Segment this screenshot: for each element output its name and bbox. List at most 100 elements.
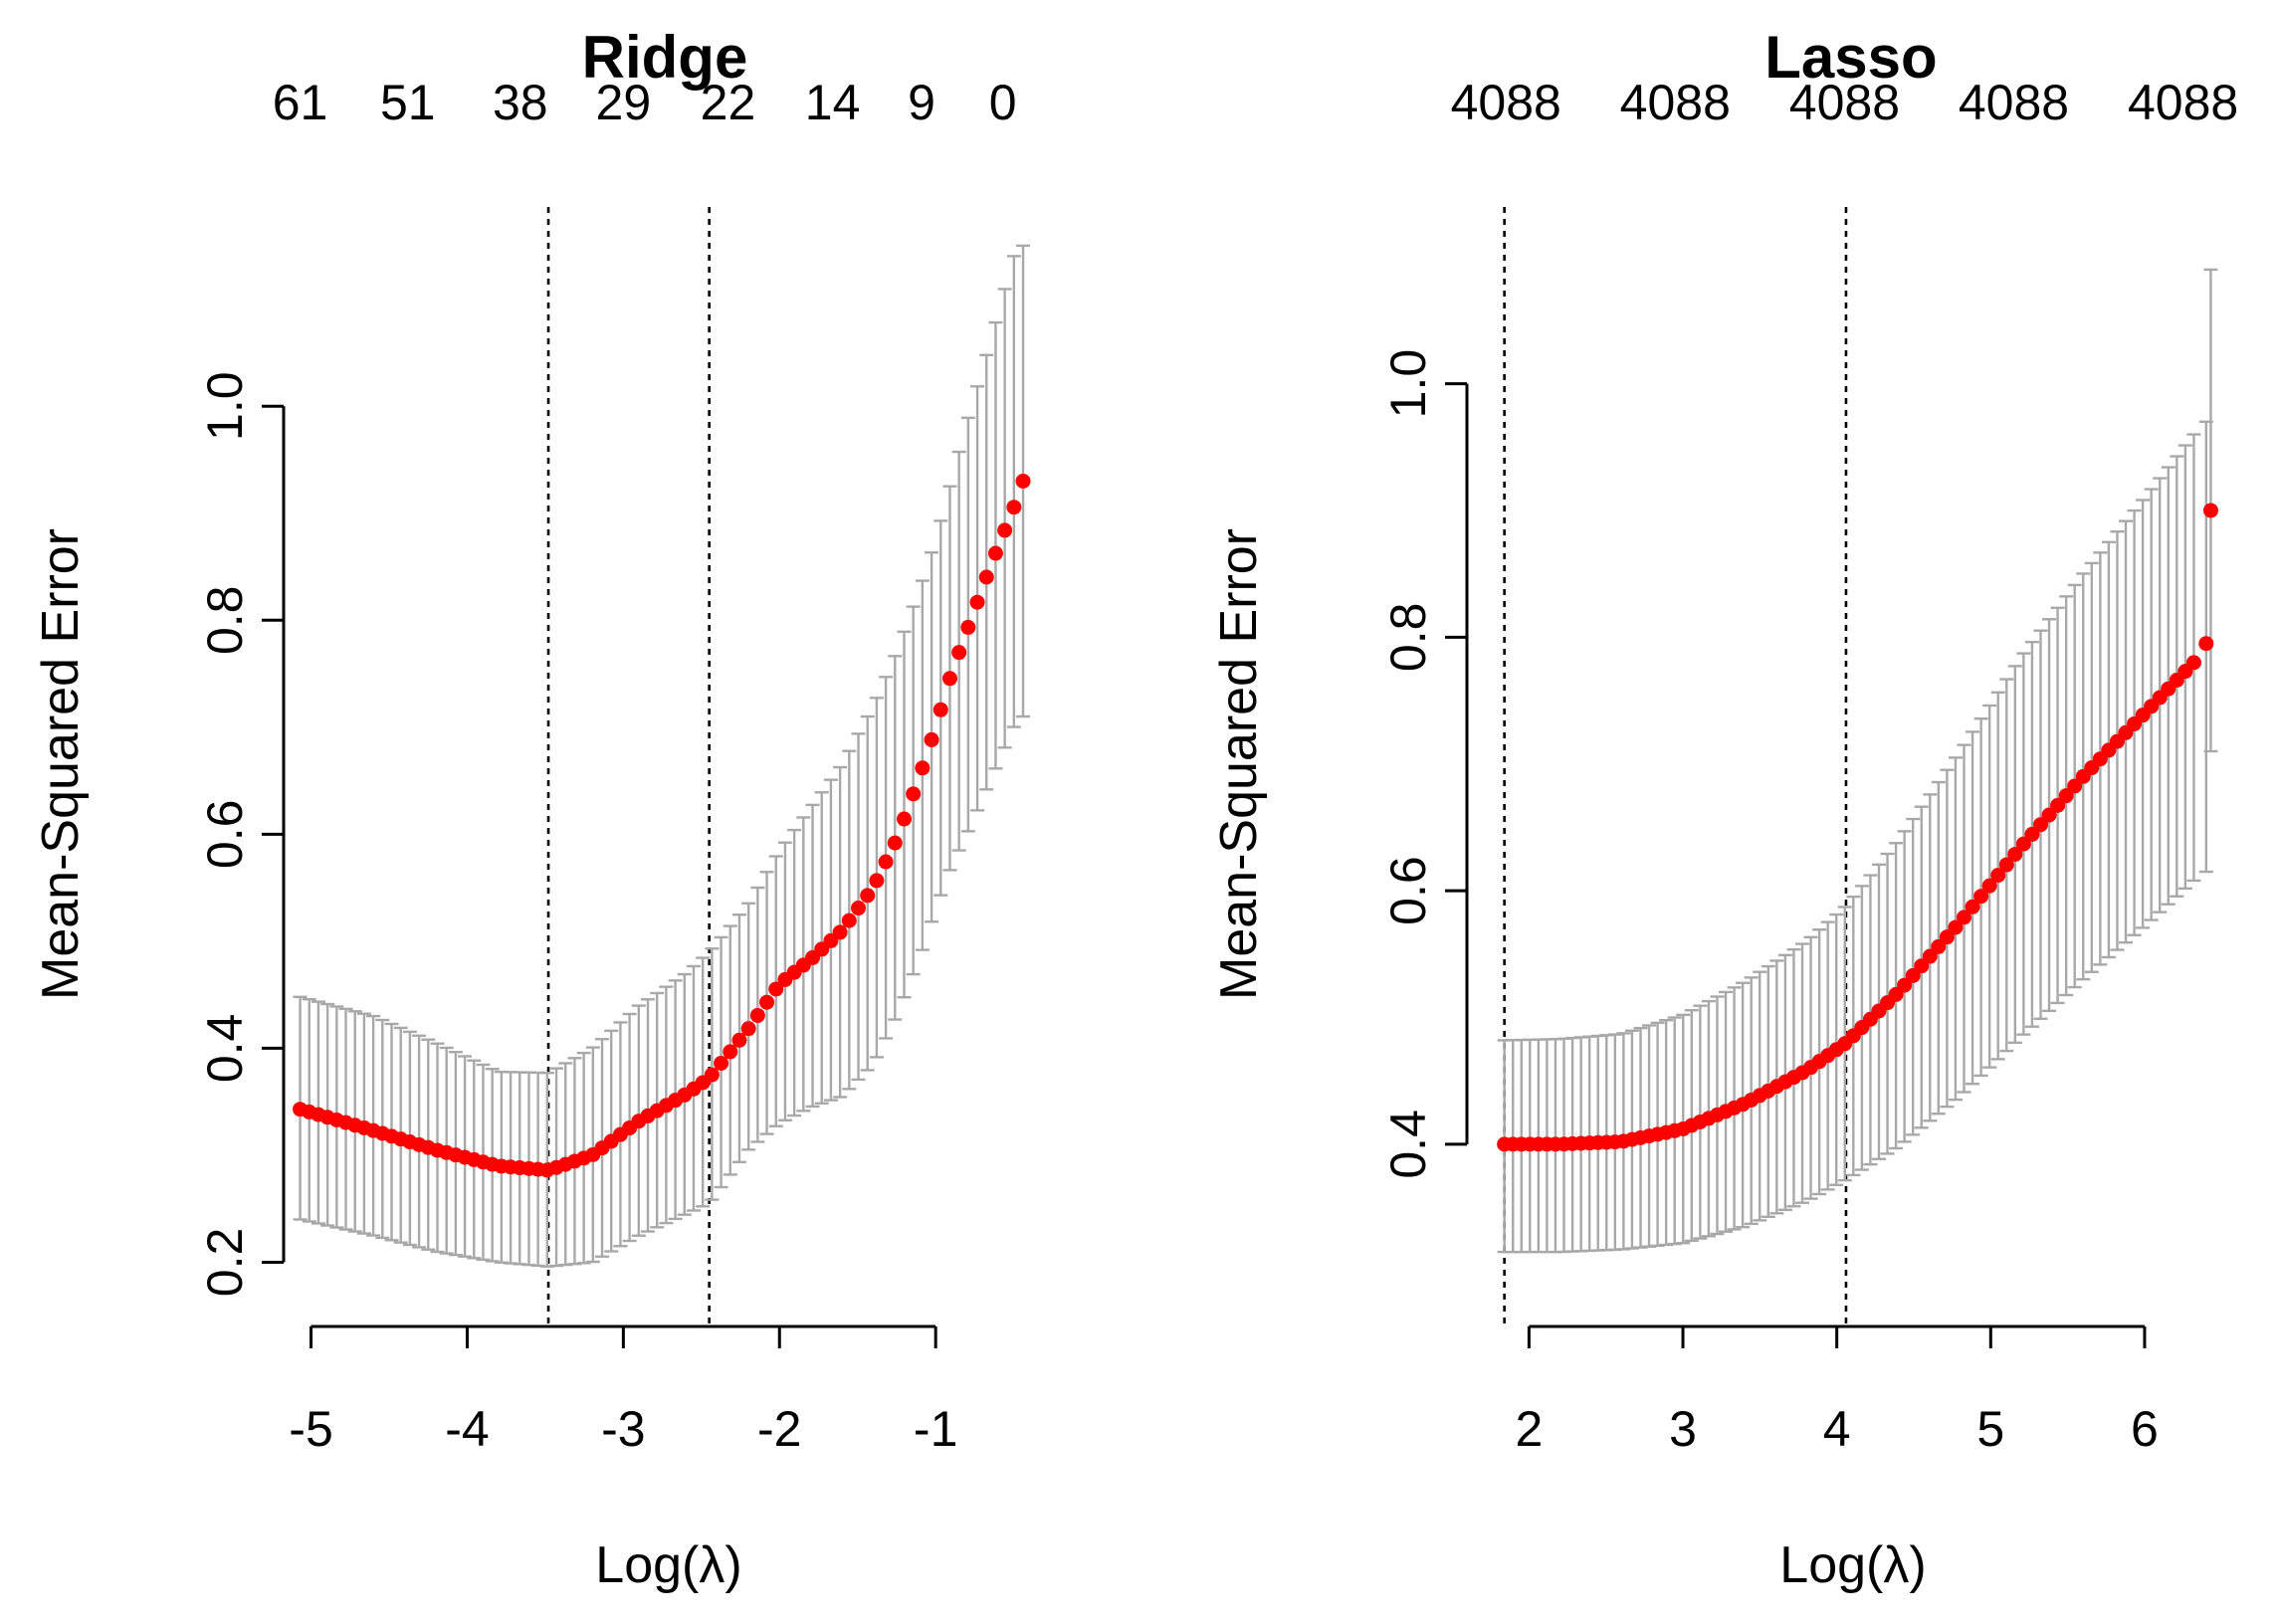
ridge-x-tick-label: -4 bbox=[445, 1401, 489, 1457]
lasso-top-label: 4088 bbox=[1959, 75, 2069, 130]
lasso-panel: Lasso 4088 4088 4088 4088 4088 0.40.60.81.0 … bbox=[1210, 24, 2238, 1594]
ridge-ylabel: Mean-Squared Error bbox=[32, 528, 90, 1000]
lasso-y-tick-label: 0.6 bbox=[1380, 856, 1436, 925]
lasso-x-tick-label: 3 bbox=[1669, 1401, 1697, 1457]
ridge-title: Ridge bbox=[582, 24, 748, 91]
lasso-point bbox=[2067, 778, 2083, 794]
ridge-point bbox=[1006, 500, 1022, 515]
ridge-xlabel: Log(λ) bbox=[595, 1536, 741, 1594]
ridge-top-label: 22 bbox=[701, 75, 756, 130]
ridge-point bbox=[704, 1067, 720, 1083]
ridge-point bbox=[832, 924, 848, 940]
ridge-top-label: 14 bbox=[805, 75, 861, 130]
ridge-point bbox=[951, 645, 967, 661]
ridge-x-tick-label: -5 bbox=[289, 1401, 332, 1457]
ridge-point bbox=[915, 760, 931, 776]
lasso-point bbox=[1965, 899, 1980, 914]
ridge-point bbox=[878, 854, 894, 870]
lasso-x-tick-label: 2 bbox=[1515, 1401, 1543, 1457]
lasso-point bbox=[2058, 788, 2074, 804]
ridge-y-axis: 0.2 0.4 0.6 0.8 1.0 bbox=[197, 371, 286, 1298]
ridge-point bbox=[1015, 473, 1031, 489]
ridge-point bbox=[906, 786, 922, 802]
ridge-point bbox=[869, 873, 885, 889]
ridge-point bbox=[933, 702, 948, 717]
lasso-point bbox=[2185, 655, 2201, 671]
lasso-point bbox=[1931, 938, 1947, 954]
lasso-x-axis: 2 3 4 5 6 bbox=[1515, 1324, 2159, 1457]
ridge-point bbox=[731, 1032, 747, 1048]
lasso-title: Lasso bbox=[1764, 24, 1937, 91]
lasso-point bbox=[1914, 958, 1930, 974]
lasso-point bbox=[2032, 817, 2048, 833]
ridge-top-label: 61 bbox=[273, 75, 328, 130]
ridge-point bbox=[896, 811, 912, 827]
lasso-point bbox=[2015, 836, 2031, 852]
lasso-y-axis: 0.4 0.6 0.8 1.0 bbox=[1380, 349, 1469, 1179]
lasso-x-tick-label: 6 bbox=[2131, 1401, 2159, 1457]
lasso-point bbox=[1897, 977, 1913, 993]
lasso-x-tick-label: 5 bbox=[1976, 1401, 2004, 1457]
ridge-point bbox=[978, 569, 994, 585]
lasso-top-axis: 4088 4088 4088 4088 4088 bbox=[1451, 75, 2239, 130]
ridge-y-tick-label: 0.2 bbox=[197, 1228, 253, 1298]
ridge-error-bar bbox=[997, 288, 1012, 749]
lasso-point bbox=[1957, 910, 1972, 925]
lasso-xlabel: Log(λ) bbox=[1779, 1536, 1926, 1594]
ridge-point bbox=[887, 835, 903, 851]
ridge-point bbox=[768, 981, 784, 997]
lasso-ylabel: Mean-Squared Error bbox=[1210, 528, 1268, 1000]
lasso-point bbox=[1948, 919, 1964, 935]
lasso-point bbox=[1922, 948, 1938, 964]
lasso-y-tick-label: 0.4 bbox=[1380, 1110, 1436, 1179]
ridge-x-tick-label: -1 bbox=[914, 1401, 957, 1457]
ridge-point bbox=[941, 671, 957, 687]
lasso-point bbox=[1905, 967, 1921, 983]
lasso-points bbox=[1497, 503, 2218, 1152]
lasso-point bbox=[2202, 503, 2218, 518]
lasso-point bbox=[1973, 889, 1989, 905]
lasso-x-tick-label: 4 bbox=[1823, 1401, 1851, 1457]
lasso-point bbox=[2024, 826, 2040, 842]
lasso-top-label: 4088 bbox=[2128, 75, 2238, 130]
ridge-point bbox=[841, 913, 857, 928]
ridge-panel: Ridge 61 51 38 29 22 14 9 0 0.20.40.60.81.0 -5-… bbox=[32, 24, 1031, 1594]
ridge-point bbox=[749, 1007, 765, 1023]
lasso-y-tick-label: 1.0 bbox=[1380, 349, 1436, 419]
lasso-point bbox=[1998, 857, 2014, 873]
ridge-y-tick-label: 0.8 bbox=[197, 586, 253, 656]
ridge-error-bar bbox=[988, 320, 1003, 770]
ridge-y-tick-label: 0.4 bbox=[197, 1014, 253, 1084]
lasso-point bbox=[2007, 846, 2023, 862]
ridge-y-tick-label: 0.6 bbox=[197, 800, 253, 870]
ridge-point bbox=[987, 545, 1003, 561]
ridge-error-bar bbox=[1006, 255, 1021, 728]
ridge-point bbox=[969, 594, 985, 610]
lasso-top-label: 4088 bbox=[1620, 75, 1731, 130]
lasso-point bbox=[1939, 929, 1955, 945]
lasso-point bbox=[1981, 878, 1997, 894]
lasso-point bbox=[2050, 797, 2066, 813]
ridge-point bbox=[860, 888, 876, 904]
ridge-x-axis: -5 -4 -3 -2 -1 bbox=[289, 1324, 957, 1457]
lasso-point bbox=[1990, 868, 2006, 884]
ridge-point bbox=[997, 522, 1013, 538]
ridge-point bbox=[924, 731, 939, 747]
ridge-point bbox=[759, 994, 775, 1010]
ridge-x-tick-label: -2 bbox=[757, 1401, 801, 1457]
ridge-top-label: 9 bbox=[908, 75, 935, 130]
ridge-y-tick-label: 1.0 bbox=[197, 371, 253, 441]
lasso-y-tick-label: 0.8 bbox=[1380, 603, 1436, 673]
ridge-top-label: 0 bbox=[989, 75, 1017, 130]
ridge-point bbox=[714, 1055, 729, 1071]
lasso-point bbox=[2198, 636, 2214, 652]
ridge-x-tick-label: -3 bbox=[601, 1401, 645, 1457]
lasso-top-label: 4088 bbox=[1451, 75, 1561, 130]
lasso-top-label: 4088 bbox=[1789, 75, 1900, 130]
ridge-point bbox=[851, 901, 867, 916]
ridge-top-label: 29 bbox=[596, 75, 652, 130]
ridge-points bbox=[293, 473, 1031, 1178]
ridge-point bbox=[740, 1021, 756, 1037]
lasso-error-bars bbox=[1497, 268, 2218, 1254]
